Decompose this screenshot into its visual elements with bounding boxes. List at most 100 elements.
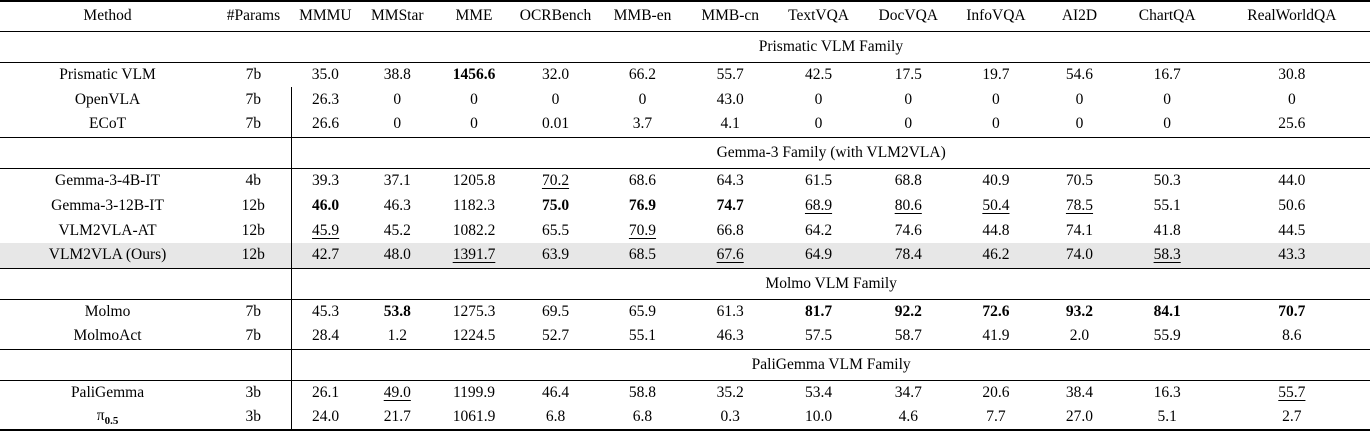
score-cell: 74.6 [863, 218, 953, 243]
score-value: 1224.5 [452, 327, 496, 345]
table-header: Method #Params MMMU MMStar MME OCRBench MMB-en… [0, 1, 1370, 31]
score-cell: 34.7 [863, 380, 953, 405]
score-value: 41.8 [1153, 221, 1181, 239]
score-value: 45.3 [312, 302, 340, 320]
section-header-spacer [0, 137, 292, 168]
score-value: 32.0 [541, 65, 570, 83]
score-value: 78.5 [1065, 196, 1094, 214]
score-value: 2.0 [1069, 327, 1090, 345]
score-value: 63.9 [541, 246, 570, 264]
score-value: 25.6 [1278, 115, 1306, 133]
score-cell: 0 [1038, 87, 1120, 112]
score-cell: 28.4 [291, 324, 359, 349]
method-name: PaliGemma [70, 383, 145, 401]
score-value: 58.8 [628, 383, 657, 401]
score-value: 65.9 [628, 302, 657, 320]
score-cell: 8.6 [1214, 324, 1370, 349]
column-header: #Params [226, 7, 281, 25]
score-cell: 0.3 [686, 405, 774, 430]
score-cell: 70.5 [1038, 168, 1120, 193]
score-cell: 1082.2 [436, 218, 513, 243]
score-cell: 69.5 [512, 299, 598, 324]
section-title: Gemma-3 Family (with VLM2VLA) [291, 137, 1370, 168]
score-value: 7.7 [986, 408, 1006, 425]
score-cell: 70.2 [512, 168, 598, 193]
score-value: 35.2 [716, 383, 744, 401]
table-row: MolmoAct 7b 28.4 1.2 1224.5 52.7 55.1 46.3 57.5 5… [0, 324, 1370, 349]
score-value: 46.3 [383, 196, 411, 214]
score-cell: 7.7 [953, 405, 1038, 430]
score-cell: 24.0 [291, 405, 359, 430]
score-cell: 76.9 [599, 193, 687, 218]
score-cell: 81.7 [774, 299, 863, 324]
score-value: 70.5 [1065, 171, 1094, 189]
section-title: PaliGemma VLM Family [291, 349, 1370, 380]
score-value: 38.4 [1065, 383, 1094, 401]
score-cell: 44.8 [953, 218, 1038, 243]
score-cell: 1205.8 [436, 168, 513, 193]
score-cell: 49.0 [359, 380, 436, 405]
section-header-row: Gemma-3 Family (with VLM2VLA) [0, 137, 1370, 168]
column-header: MMStar [371, 7, 424, 25]
score-value: 39.3 [312, 171, 340, 189]
score-cell: 41.8 [1121, 218, 1214, 243]
column-header: InfoVQA [966, 7, 1026, 25]
section-title: Molmo VLM Family [291, 268, 1370, 299]
score-cell: 46.4 [512, 380, 598, 405]
column-header: MME [455, 7, 493, 25]
score-value: 0 [1163, 90, 1172, 108]
score-value: 74.0 [1065, 246, 1094, 264]
params-value: 12b [241, 196, 265, 214]
score-value: 81.7 [804, 302, 833, 320]
score-cell: 35.2 [686, 380, 774, 405]
table-row: Gemma-3-4B-IT 4b 39.3 37.1 1205.8 70.2 68.6 64.… [0, 168, 1370, 193]
score-value: 57.5 [804, 327, 833, 345]
score-cell: 61.3 [686, 299, 774, 324]
score-cell: 1391.7 [435, 243, 513, 268]
score-cell: 53.8 [359, 299, 436, 324]
score-value: 93.2 [1065, 302, 1094, 320]
score-cell: 55.1 [599, 324, 687, 349]
score-value: 50.4 [982, 196, 1010, 214]
params-value: 7b [245, 302, 261, 320]
score-cell: 68.9 [774, 193, 863, 218]
score-value: 46.3 [716, 327, 744, 345]
score-value: 0 [992, 115, 1000, 133]
score-cell: 17.5 [863, 62, 953, 87]
score-cell: 0 [774, 112, 863, 137]
table-row: Gemma-3-12B-IT 12b 46.0 46.3 1182.3 75.0 76.9 7… [0, 193, 1370, 218]
column-header: ChartQA [1138, 7, 1196, 25]
score-cell: 44.5 [1214, 218, 1370, 243]
score-cell: 0 [436, 87, 513, 112]
score-value: 64.9 [804, 246, 833, 264]
score-cell: 0 [436, 112, 513, 137]
params-value: 3b [245, 408, 261, 425]
score-value: 1061.9 [452, 408, 496, 425]
score-cell: 43.0 [686, 87, 774, 112]
score-cell: 58.7 [863, 324, 953, 349]
score-value: 70.2 [541, 171, 570, 189]
score-cell: 26.6 [291, 112, 359, 137]
method-name: VLM2VLA-AT [58, 221, 157, 239]
column-header: MMB-en [613, 7, 672, 25]
score-cell: 84.1 [1121, 299, 1214, 324]
section-header-row: PaliGemma VLM Family [0, 349, 1370, 380]
score-value: 61.3 [716, 302, 744, 320]
score-value: 75.0 [541, 196, 570, 214]
score-cell: 0 [599, 87, 687, 112]
score-value: 5.1 [1157, 408, 1177, 425]
score-value: 45.2 [383, 221, 411, 239]
score-cell: 50.3 [1121, 168, 1214, 193]
score-value: 84.1 [1153, 302, 1181, 320]
score-cell: 68.6 [599, 168, 687, 193]
score-cell: 0 [953, 112, 1038, 137]
score-cell: 1199.9 [436, 380, 513, 405]
score-cell: 25.6 [1214, 112, 1370, 137]
score-cell: 20.6 [953, 380, 1038, 405]
score-cell: 2.7 [1214, 405, 1370, 430]
score-cell: 55.7 [686, 62, 774, 87]
score-cell: 54.6 [1038, 62, 1120, 87]
score-cell: 5.1 [1121, 405, 1214, 430]
score-value: 65.5 [541, 221, 570, 239]
